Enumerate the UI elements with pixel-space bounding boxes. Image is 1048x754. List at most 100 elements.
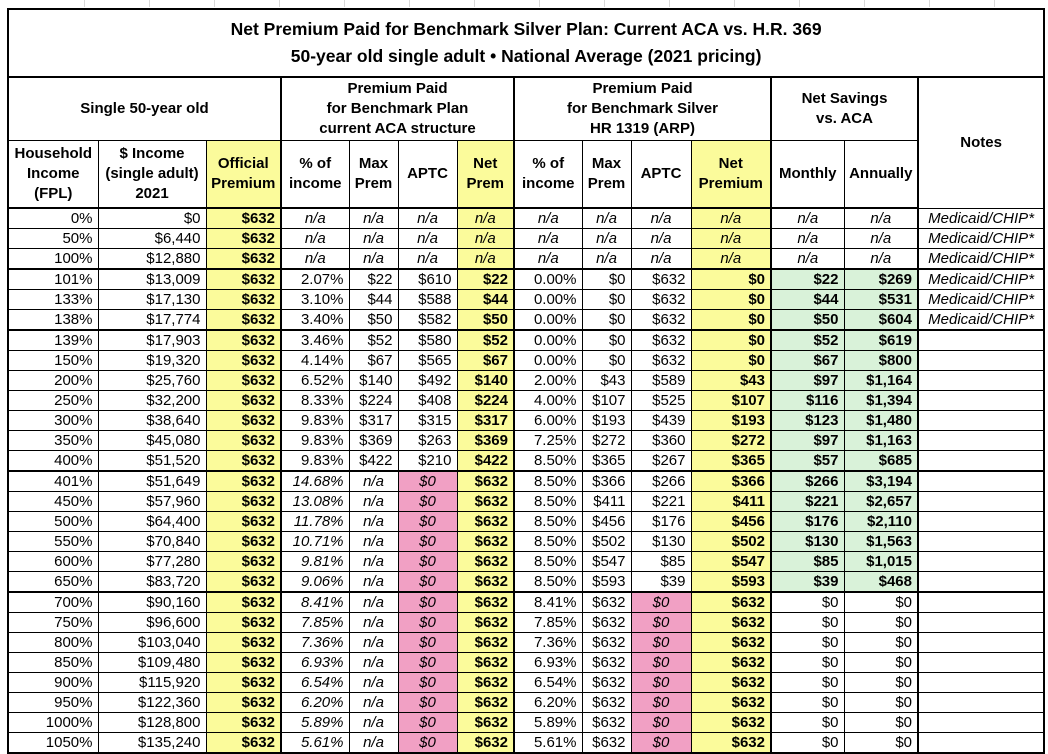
- cell-arp-max-prem: $366: [581, 470, 632, 492]
- cell-aca-net-prem: $632: [456, 571, 515, 593]
- cell-savings-annually: n/a: [843, 248, 919, 270]
- cell-arp-net-premium: $632: [690, 672, 772, 693]
- cell-arp-max-prem: $632: [581, 612, 632, 633]
- cell-official-premium: $632: [205, 491, 282, 512]
- cell-official-premium: $632: [205, 672, 282, 693]
- cell-household-income-fpl: 101%: [7, 268, 99, 290]
- cell-arp-max-prem: $0: [581, 329, 632, 351]
- cell-savings-annually: $1,164: [843, 370, 919, 391]
- cell-dollar-income: $19,320: [97, 350, 207, 371]
- table-row: 650% $83,720 $632 9.06% n/a $0 $632 8.50% $593 $3…: [7, 571, 1045, 593]
- cell-aca-pct-of-income: n/a: [280, 248, 350, 270]
- cell-official-premium: $632: [205, 511, 282, 532]
- cell-notes: [916, 652, 1045, 673]
- cell-aca-max-prem: $22: [348, 268, 399, 290]
- cell-household-income-fpl: 0%: [7, 207, 99, 229]
- table-row: 200% $25,760 $632 6.52% $140 $492 $140 2.00% $43…: [7, 370, 1045, 391]
- cell-aca-pct-of-income: 13.08%: [280, 491, 350, 512]
- cell-notes: Medicaid/CHIP*: [916, 309, 1045, 331]
- column-header-aca-net-prem: Net Prem: [456, 140, 515, 209]
- cell-aca-pct-of-income: 4.14%: [280, 350, 350, 371]
- cell-savings-monthly: $50: [770, 309, 845, 331]
- cell-aca-max-prem: n/a: [348, 551, 399, 572]
- cell-aca-net-prem: $632: [456, 511, 515, 532]
- cell-aca-aptc: $0: [397, 732, 458, 754]
- cell-dollar-income: $115,920: [97, 672, 207, 693]
- cell-arp-max-prem: $0: [581, 268, 632, 290]
- table-row: 550% $70,840 $632 10.71% n/a $0 $632 8.50% $502 $…: [7, 531, 1045, 552]
- cell-aca-max-prem: $52: [348, 329, 399, 351]
- cell-savings-monthly: $0: [770, 732, 845, 754]
- cell-savings-annually: $468: [843, 571, 919, 593]
- cell-aca-net-prem: $67: [456, 350, 515, 371]
- table-row: 800% $103,040 $632 7.36% n/a $0 $632 7.36% $632 $…: [7, 632, 1045, 653]
- table-row: 150% $19,320 $632 4.14% $67 $565 $67 0.00% $0 $63…: [7, 350, 1045, 371]
- cell-aca-aptc: $0: [397, 511, 458, 532]
- cell-aca-aptc: $0: [397, 531, 458, 552]
- cell-notes: [916, 591, 1045, 613]
- cell-aca-pct-of-income: 8.41%: [280, 591, 350, 613]
- cell-dollar-income: $12,880: [97, 248, 207, 270]
- cell-arp-net-premium: $0: [690, 289, 772, 310]
- cell-arp-pct-of-income: 8.50%: [513, 470, 583, 492]
- cell-arp-max-prem: $632: [581, 632, 632, 653]
- cell-aca-max-prem: n/a: [348, 571, 399, 593]
- cell-dollar-income: $122,360: [97, 692, 207, 713]
- cell-savings-monthly: $97: [770, 430, 845, 451]
- cell-official-premium: $632: [205, 309, 282, 331]
- cell-aca-net-prem: $632: [456, 551, 515, 572]
- cell-aca-aptc: n/a: [397, 228, 458, 249]
- cell-notes: Medicaid/CHIP*: [916, 248, 1045, 270]
- cell-arp-aptc: $221: [630, 491, 692, 512]
- cell-savings-annually: $2,657: [843, 491, 919, 512]
- cell-aca-net-prem: $632: [456, 531, 515, 552]
- cell-arp-max-prem: n/a: [581, 228, 632, 249]
- cell-arp-net-premium: $0: [690, 309, 772, 331]
- cell-aca-max-prem: n/a: [348, 612, 399, 633]
- cell-dollar-income: $17,130: [97, 289, 207, 310]
- table-row: 50% $6,440 $632 n/a n/a n/a n/a n/a n/a n/a n/a n/a…: [7, 228, 1045, 249]
- cell-notes: Medicaid/CHIP*: [916, 228, 1045, 249]
- cell-arp-pct-of-income: 7.36%: [513, 632, 583, 653]
- cell-aca-max-prem: $50: [348, 309, 399, 331]
- cell-aca-net-prem: $50: [456, 309, 515, 331]
- cell-arp-net-premium: $366: [690, 470, 772, 492]
- cell-aca-aptc: n/a: [397, 248, 458, 270]
- cell-aca-aptc: $582: [397, 309, 458, 331]
- cell-aca-aptc: $565: [397, 350, 458, 371]
- cell-arp-pct-of-income: 0.00%: [513, 350, 583, 371]
- table-body: 0% $0 $632 n/a n/a n/a n/a n/a n/a n/a n/a n/a n/a Me…: [7, 207, 1045, 754]
- cell-notes: [916, 531, 1045, 552]
- column-header-arp-aptc: APTC: [630, 140, 692, 209]
- cell-arp-pct-of-income: 5.89%: [513, 712, 583, 733]
- cell-aca-net-prem: $369: [456, 430, 515, 451]
- cell-arp-aptc: $0: [630, 632, 692, 653]
- cell-official-premium: $632: [205, 591, 282, 613]
- cell-aca-max-prem: n/a: [348, 591, 399, 613]
- cell-household-income-fpl: 133%: [7, 289, 99, 310]
- cell-household-income-fpl: 139%: [7, 329, 99, 351]
- cell-notes: [916, 390, 1045, 411]
- cell-arp-pct-of-income: 8.50%: [513, 551, 583, 572]
- cell-aca-max-prem: n/a: [348, 672, 399, 693]
- cell-arp-max-prem: $632: [581, 672, 632, 693]
- cell-household-income-fpl: 138%: [7, 309, 99, 331]
- cell-official-premium: $632: [205, 268, 282, 290]
- cell-aca-net-prem: n/a: [456, 207, 515, 229]
- cell-arp-pct-of-income: 8.50%: [513, 511, 583, 532]
- cell-arp-net-premium: $632: [690, 652, 772, 673]
- column-header-official-premium: Official Premium: [205, 140, 282, 209]
- cell-official-premium: $632: [205, 350, 282, 371]
- cell-arp-max-prem: n/a: [581, 248, 632, 270]
- cell-savings-monthly: n/a: [770, 228, 845, 249]
- cell-arp-max-prem: $593: [581, 571, 632, 593]
- cell-aca-pct-of-income: 10.71%: [280, 531, 350, 552]
- cell-aca-net-prem: $52: [456, 329, 515, 351]
- cell-dollar-income: $96,600: [97, 612, 207, 633]
- cell-arp-aptc: $0: [630, 591, 692, 613]
- cell-savings-annually: $531: [843, 289, 919, 310]
- cell-arp-pct-of-income: n/a: [513, 207, 583, 229]
- cell-official-premium: $632: [205, 410, 282, 431]
- cell-arp-pct-of-income: 7.25%: [513, 430, 583, 451]
- cell-aca-net-prem: $632: [456, 732, 515, 754]
